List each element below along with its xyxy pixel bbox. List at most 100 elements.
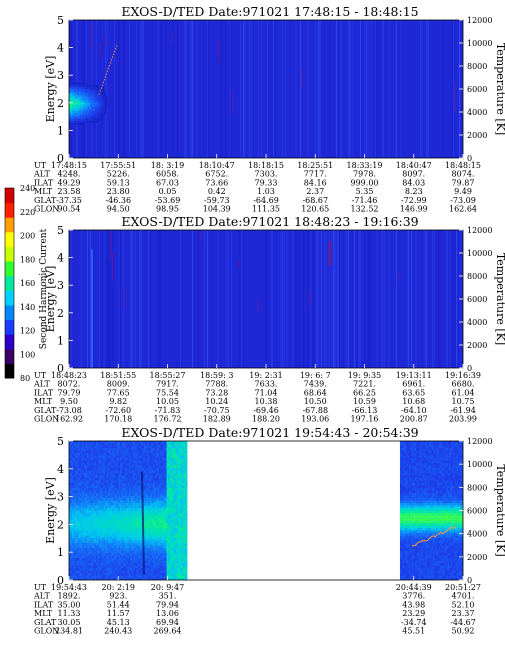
streak bbox=[287, 230, 288, 368]
colorbar-swatch bbox=[5, 217, 14, 232]
ephemeris-value: 188.20 bbox=[252, 415, 280, 424]
flux-cell bbox=[81, 440, 83, 443]
streak bbox=[284, 230, 285, 368]
flux-cell bbox=[90, 440, 92, 443]
streak bbox=[261, 20, 262, 158]
streak bbox=[113, 230, 114, 368]
flux-cell bbox=[119, 440, 121, 443]
streak bbox=[140, 20, 141, 158]
ephemeris-value: 19:16:39 bbox=[445, 371, 481, 380]
streak bbox=[192, 20, 193, 158]
ephemeris-value: 146.99 bbox=[400, 205, 428, 214]
spectrogram-panel-2: EXOS-D/TED Date:971021 18:48:23 - 19:16:… bbox=[33, 214, 505, 424]
ephemeris-value: 8097. bbox=[402, 170, 425, 179]
streak bbox=[446, 230, 447, 368]
flux-cell bbox=[104, 93, 105, 95]
streak bbox=[453, 20, 454, 158]
ephemeris-value: -61.94 bbox=[450, 406, 476, 415]
flux-cell bbox=[71, 440, 73, 443]
flux-cell bbox=[104, 440, 106, 443]
ephemeris-value: 17:55:51 bbox=[100, 161, 136, 170]
flux-cell bbox=[97, 121, 98, 123]
streak bbox=[450, 230, 451, 368]
ephemeris-value: 84.03 bbox=[402, 178, 425, 187]
streak bbox=[308, 230, 309, 368]
streak bbox=[455, 230, 456, 368]
flux-cell bbox=[95, 440, 97, 443]
ephemeris-value: 49.29 bbox=[58, 178, 81, 187]
streak bbox=[440, 230, 441, 368]
flux-cell bbox=[125, 440, 127, 443]
ephemeris-value: 170.18 bbox=[104, 415, 132, 424]
y2-tick-label: 12000 bbox=[467, 226, 492, 235]
streak bbox=[239, 230, 240, 368]
ephemeris-value: 75.54 bbox=[156, 388, 179, 397]
flux-cell bbox=[140, 440, 142, 443]
streak bbox=[230, 20, 231, 158]
streak bbox=[443, 20, 444, 158]
y2-tick-label: 10000 bbox=[467, 249, 492, 258]
streak bbox=[191, 20, 192, 158]
streak bbox=[333, 230, 334, 368]
ephemeris-value: 104.39 bbox=[203, 205, 231, 214]
background-field bbox=[69, 20, 463, 158]
ephemeris-value: 18:18:15 bbox=[248, 161, 284, 170]
ephemeris-value: 6752. bbox=[205, 170, 228, 179]
streak bbox=[296, 20, 297, 158]
ephemeris-value: -66.13 bbox=[352, 406, 378, 415]
flux-cell bbox=[105, 95, 106, 97]
ephemeris-value: 67.03 bbox=[156, 178, 179, 187]
streak bbox=[240, 20, 241, 158]
flux-cell bbox=[137, 440, 139, 443]
colorbar-swatch bbox=[5, 203, 14, 218]
streak bbox=[161, 20, 162, 158]
ephemeris-value: -72.60 bbox=[105, 406, 131, 415]
streak bbox=[335, 230, 336, 368]
flux-cell bbox=[80, 440, 82, 443]
flux-cell bbox=[168, 440, 170, 443]
flux-cell bbox=[86, 83, 87, 85]
streak bbox=[369, 230, 370, 368]
spectrogram-image bbox=[69, 230, 463, 368]
flux-cell bbox=[134, 440, 136, 443]
ephemeris-value: 59.13 bbox=[107, 178, 130, 187]
ephemeris-value: -46.36 bbox=[105, 196, 131, 205]
streak bbox=[137, 20, 138, 158]
ephemeris-value: 9.50 bbox=[60, 397, 78, 406]
colorbar-tick-label: 200 bbox=[20, 232, 35, 241]
ephemeris-value: 18:59: 3 bbox=[200, 371, 233, 380]
ephemeris-value: -64.10 bbox=[401, 406, 427, 415]
streak bbox=[389, 20, 390, 158]
streak bbox=[396, 20, 397, 158]
streak bbox=[267, 20, 268, 158]
y2-axis-label: Temperature [K] bbox=[494, 253, 505, 345]
flux-cell bbox=[120, 440, 122, 443]
ephemeris-value: 8009. bbox=[107, 380, 130, 389]
flux-cell bbox=[104, 91, 105, 93]
flux-cell bbox=[155, 440, 157, 443]
streak bbox=[228, 230, 229, 368]
flux-cell bbox=[105, 111, 106, 113]
flux-cell bbox=[106, 97, 107, 99]
streak bbox=[321, 230, 322, 368]
y-tick-label: 3 bbox=[57, 279, 64, 292]
streak bbox=[99, 230, 100, 368]
ephemeris-value: 19:13:11 bbox=[396, 371, 432, 380]
ephemeris-value: 7221. bbox=[353, 380, 376, 389]
ephemeris-value: 10.24 bbox=[205, 397, 228, 406]
ephemeris-value: -73.08 bbox=[56, 406, 82, 415]
ephemeris-value: 0.42 bbox=[208, 187, 226, 196]
flux-cell bbox=[129, 440, 131, 443]
ephemeris-row-label: GLAT bbox=[34, 196, 57, 205]
ephemeris-row-label: UT bbox=[34, 161, 47, 170]
flux-cell bbox=[84, 123, 85, 125]
streak bbox=[231, 20, 232, 158]
streak bbox=[243, 20, 244, 158]
streak bbox=[273, 20, 274, 158]
streak bbox=[332, 230, 333, 368]
ephemeris-row-label: GLAT bbox=[34, 406, 57, 415]
streak bbox=[242, 230, 243, 368]
streak bbox=[300, 20, 301, 158]
y-tick-label: 2 bbox=[57, 97, 64, 110]
